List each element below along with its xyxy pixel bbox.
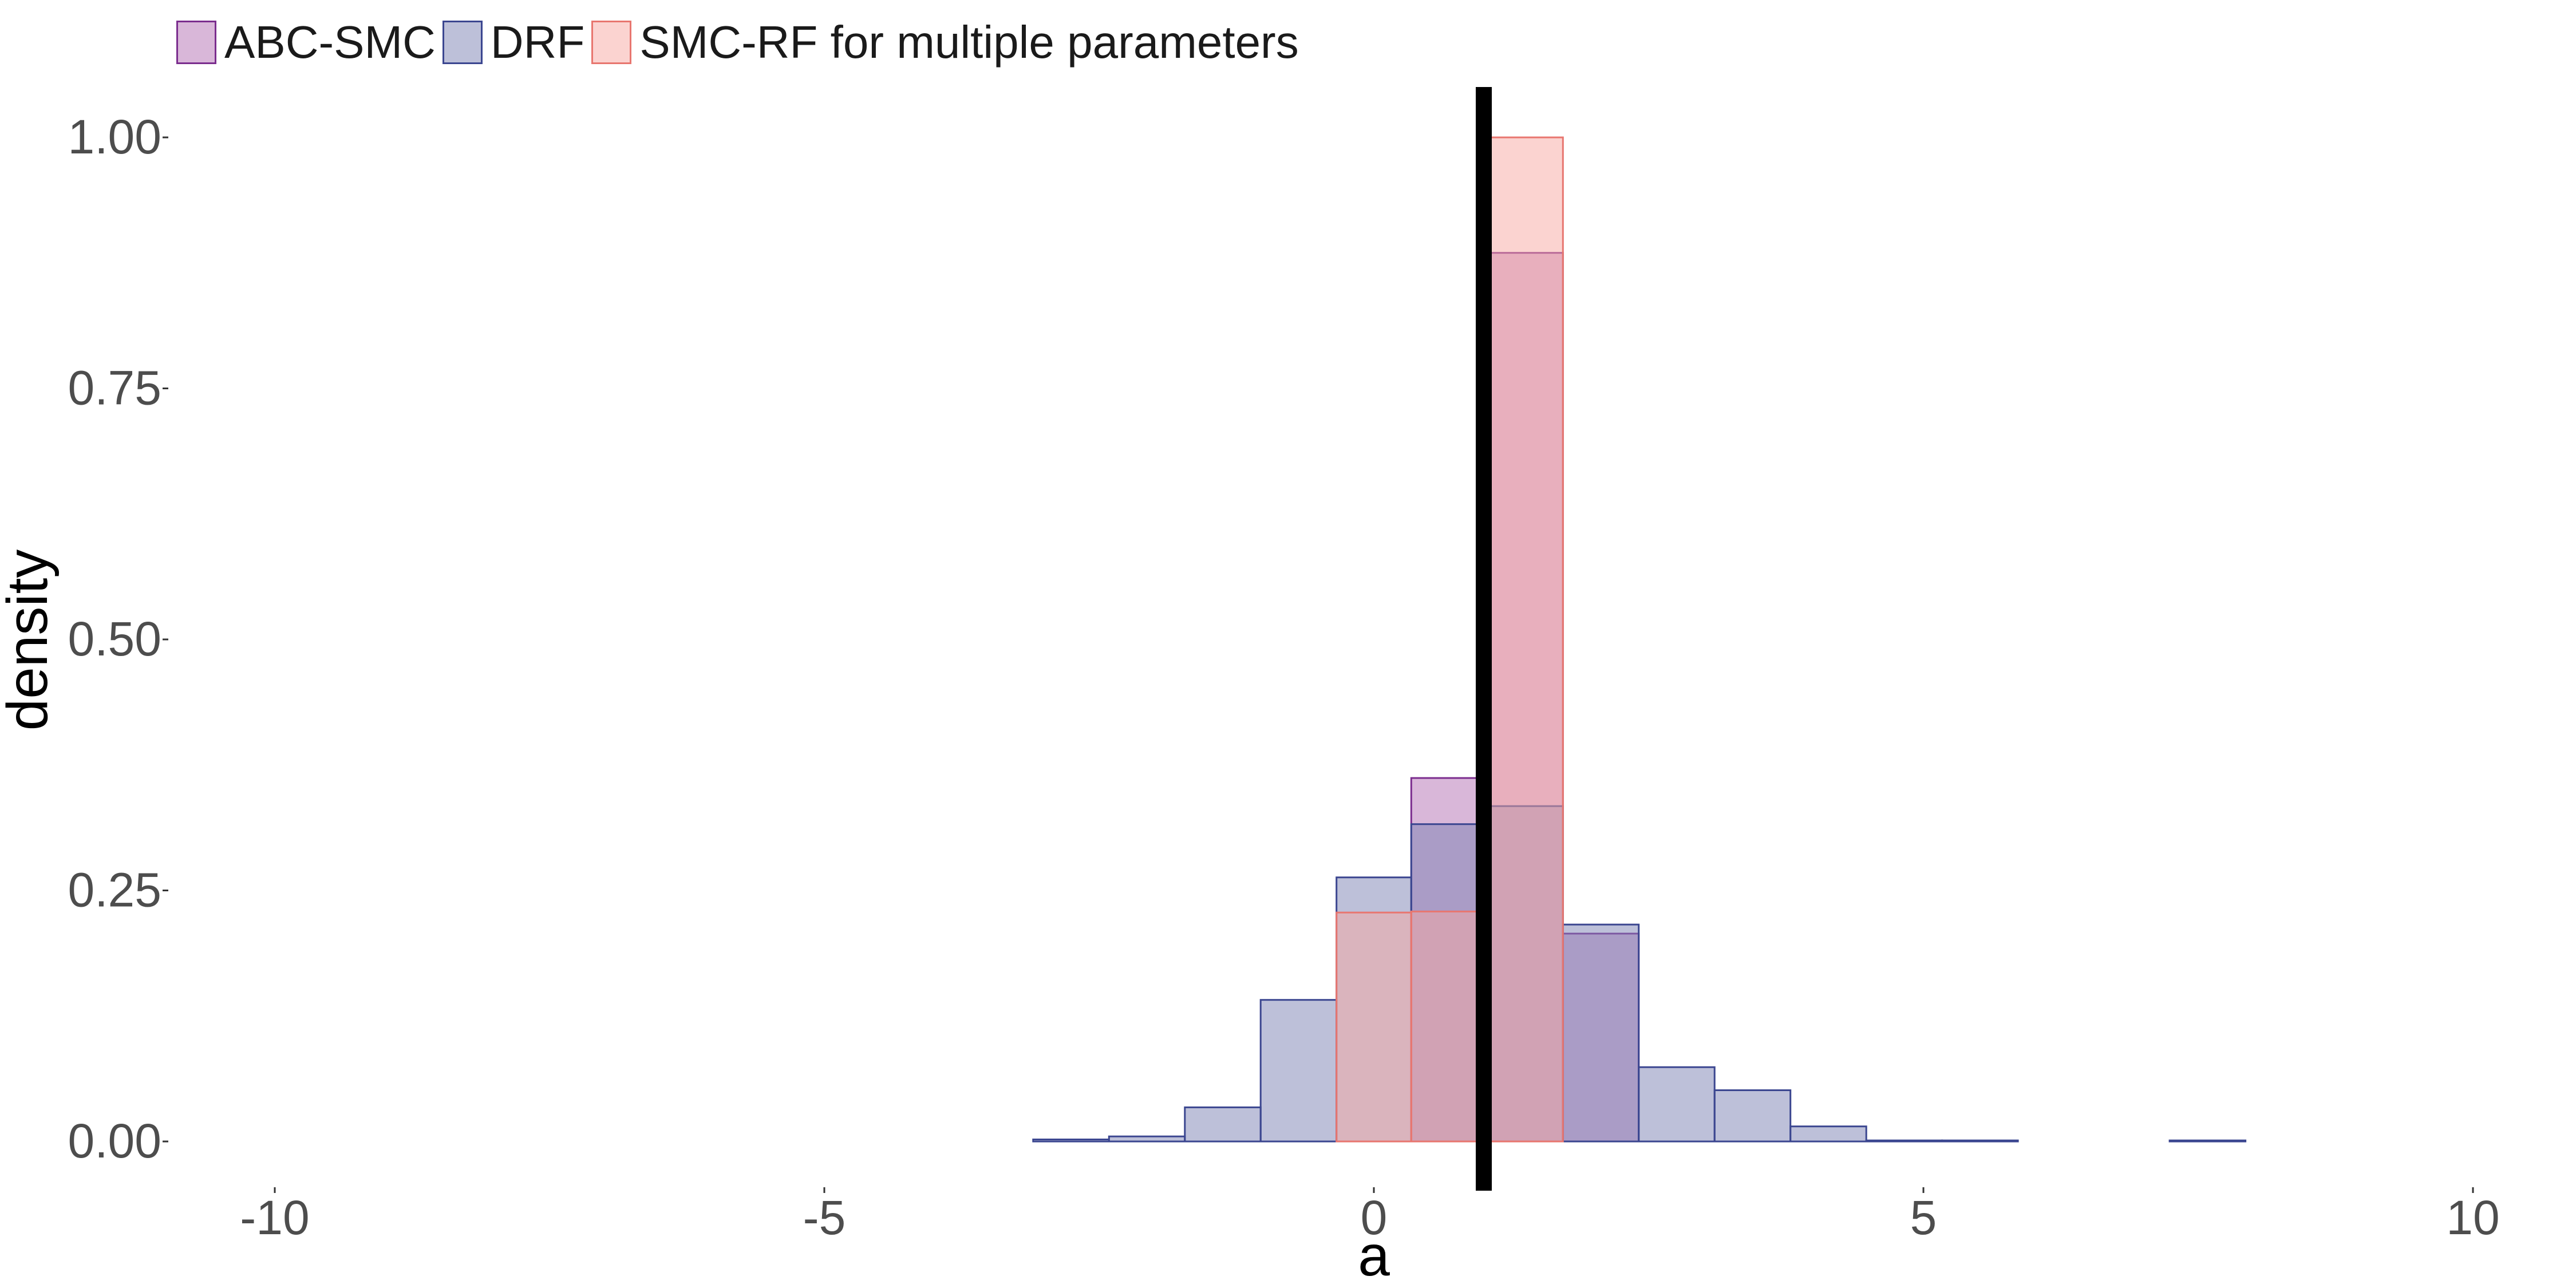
- x-tick-label-1: -5: [803, 1191, 846, 1244]
- bar-drf-13: [1259, 999, 1338, 1143]
- x-tick-label-3: 5: [1910, 1191, 1937, 1244]
- y-tick-label-0: 0.00: [68, 1114, 162, 1168]
- bar-drf-10: [1032, 1139, 1110, 1143]
- legend-swatch-smc-rf: [591, 21, 632, 64]
- bar-smc-rf-for-multiple-parameters-14: [1336, 911, 1412, 1143]
- x-tick-label-0: -10: [240, 1191, 309, 1244]
- bar-drf-21: [1865, 1139, 1943, 1143]
- y-tick-label-1: 0.25: [68, 863, 162, 917]
- bar-smc-rf-for-multiple-parameters-15: [1410, 910, 1488, 1143]
- bar-drf-12: [1184, 1106, 1262, 1143]
- axes-layer: 0.00 0.25 0.50 0.75 1.00 -10 -5 0 5 10: [68, 110, 2500, 1244]
- y-tick-label-2: 0.50: [68, 612, 162, 666]
- bars-layer: [1032, 136, 2247, 1143]
- y-axis-title: density: [0, 550, 60, 731]
- legend: ABC-SMC DRF SMC-RF for multiple paramete…: [176, 14, 1306, 71]
- y-tick-label-3: 0.75: [68, 361, 162, 415]
- bar-drf-18: [1638, 1066, 1716, 1143]
- bar-drf-25: [2168, 1139, 2247, 1143]
- y-tick-label-4: 1.00: [68, 110, 162, 164]
- bar-drf-11: [1108, 1135, 1186, 1143]
- x-tick-label-2: 0: [1361, 1191, 1388, 1244]
- legend-label-abc-smc: ABC-SMC: [224, 17, 436, 68]
- x-tick-label-4: 10: [2446, 1191, 2499, 1244]
- x-axis-title: a: [1358, 1224, 1390, 1288]
- legend-swatch-drf: [442, 21, 483, 64]
- legend-label-smc-rf: SMC-RF for multiple parameters: [639, 17, 1299, 68]
- legend-label-drf: DRF: [490, 17, 585, 68]
- bar-drf-19: [1713, 1089, 1792, 1143]
- bar-drf-20: [1789, 1125, 1867, 1143]
- legend-item-abc-smc: ABC-SMC: [176, 16, 436, 69]
- bar-drf-22: [1941, 1139, 2019, 1143]
- bar-drf-17: [1562, 923, 1640, 1143]
- legend-swatch-abc-smc: [176, 21, 216, 64]
- legend-item-drf: DRF: [442, 16, 584, 69]
- legend-item-smc-rf: SMC-RF for multiple parameters: [591, 16, 1299, 69]
- bar-smc-rf-for-multiple-parameters-16: [1486, 136, 1564, 1143]
